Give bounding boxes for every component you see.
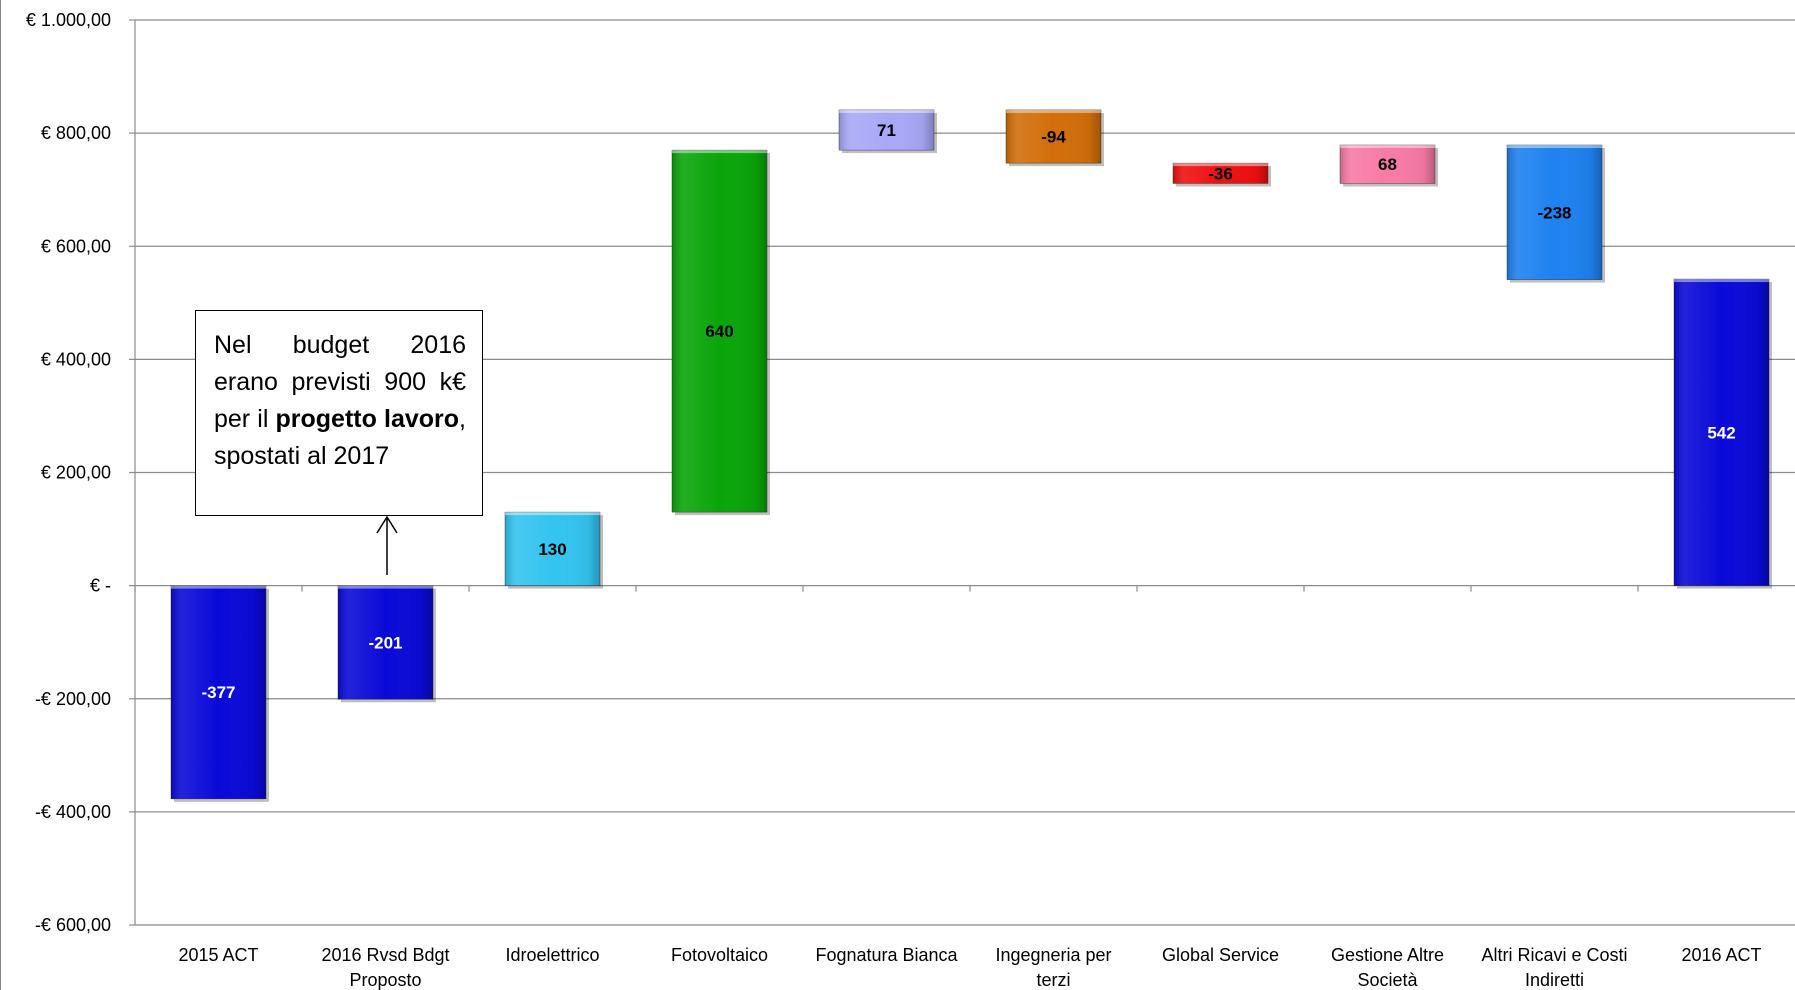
bar-shading (672, 150, 767, 513)
bar-highlight (672, 150, 767, 154)
data-label: 542 (1707, 423, 1735, 442)
x-category-label: 2016 ACT (1681, 945, 1761, 965)
x-axis-category-labels: 2015 ACT 2016 Rvsd Bdgt Proposto Idroelettr… (178, 945, 1761, 990)
data-label: 130 (538, 540, 566, 559)
bar-shading (1006, 109, 1101, 164)
annotation-arrow (376, 515, 398, 575)
bar-highlight (171, 585, 266, 589)
bar-shading (1173, 163, 1268, 184)
x-category-label: Gestione Altre (1331, 945, 1444, 965)
annotation-text-1: Nel budget 2016 erano previsti 900 k€ pe… (214, 331, 466, 433)
annotation-text-2: , spostati al 2017 (214, 405, 466, 470)
x-category-label: Società (1357, 970, 1418, 990)
data-labels-group: -377 -201 130 640 71 -94 -36 68 -238 542 (201, 121, 1735, 702)
x-category-label: Idroelettrico (505, 945, 599, 965)
bar-shading (1340, 145, 1435, 184)
data-label: 68 (1378, 155, 1397, 174)
y-tick-label: -€ 600,00 (35, 915, 111, 935)
y-axis-tick-labels: -€ 600,00 -€ 400,00 -€ 200,00 € - € 200,00 € … (26, 10, 111, 935)
x-category-label: Altri Ricavi e Costi (1481, 945, 1627, 965)
y-tick-label: -€ 200,00 (35, 689, 111, 709)
y-tick-label: € - (90, 576, 111, 596)
bar-highlight (1006, 109, 1101, 113)
x-category-label: Global Service (1162, 945, 1279, 965)
data-label: -36 (1208, 164, 1233, 183)
data-label: 640 (705, 322, 733, 341)
bar-highlight (338, 585, 433, 589)
x-category-label: terzi (1036, 970, 1070, 990)
annotation-box: Nel budget 2016 erano previsti 900 k€ pe… (195, 310, 483, 516)
bar-highlight (1173, 163, 1268, 167)
x-category-label: Indiretti (1525, 970, 1584, 990)
x-category-label: Ingegneria per (995, 945, 1111, 965)
bar-shading (1507, 145, 1602, 280)
data-label: -238 (1537, 203, 1571, 222)
bars-group (170, 109, 1772, 802)
x-category-label: Proposto (349, 970, 421, 990)
bar-shading (338, 585, 433, 700)
bar-shading (1674, 279, 1769, 586)
data-label: 71 (877, 121, 896, 140)
bar-highlight (839, 109, 934, 113)
y-tick-label: € 1.000,00 (26, 10, 111, 30)
bar-shading (171, 585, 266, 799)
annotation-text-bold: progetto lavoro (275, 405, 460, 433)
bar-highlight (1507, 145, 1602, 149)
x-category-label: Fognatura Bianca (815, 945, 958, 965)
x-category-label: 2015 ACT (178, 945, 258, 965)
y-tick-label: -€ 400,00 (35, 802, 111, 822)
bar-highlight (1674, 279, 1769, 283)
bar-highlight (1340, 145, 1435, 149)
bar-shading (505, 512, 600, 586)
y-tick-label: € 800,00 (41, 123, 111, 143)
bar-highlight (505, 512, 600, 516)
data-label: -201 (368, 633, 402, 652)
x-category-label: 2016 Rvsd Bdgt (321, 945, 449, 965)
x-category-label: Fotovoltaico (671, 945, 768, 965)
data-label: -377 (201, 683, 235, 702)
bar-shading (839, 109, 934, 151)
y-tick-label: € 200,00 (41, 463, 111, 483)
y-tick-label: € 400,00 (41, 349, 111, 369)
data-label: -94 (1041, 128, 1066, 147)
y-tick-label: € 600,00 (41, 236, 111, 256)
